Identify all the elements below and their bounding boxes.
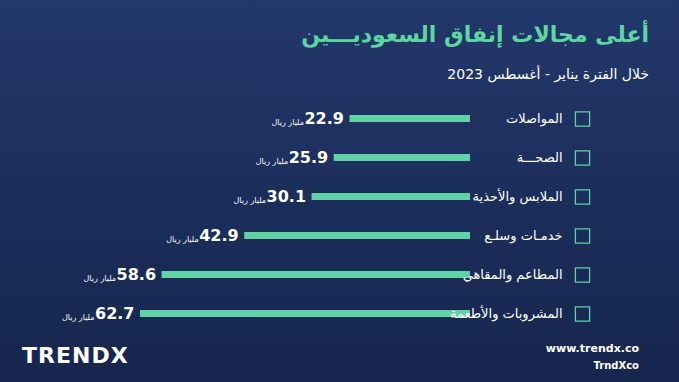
svg-text:مليار ريال: مليار ريال (271, 118, 304, 127)
svg-text:58.6: 58.6 (117, 265, 156, 284)
svg-text:30.1: 30.1 (267, 187, 306, 206)
svg-text:مليار ريال: مليار ريال (166, 235, 199, 244)
svg-text:الصحـــة: الصحـــة (517, 150, 563, 165)
svg-text:المشروبات والأطعمة: المشروبات والأطعمة (450, 305, 563, 322)
html-text:خلال الفترة يناير - أغسطس 2023: خلال الفترة يناير - أغسطس 2023 (447, 66, 649, 82)
svg-text:المطاعم والمقاهي: المطاعم والمقاهي (463, 267, 563, 283)
svg-text:المواصلات: المواصلات (506, 111, 562, 127)
html-text:TrndXco: TrndXco (593, 360, 639, 371)
svg-text:62.7: 62.7 (95, 304, 134, 323)
html-text:TRENDX: TRENDX (22, 343, 129, 368)
html-text:www.trendx.co: www.trendx.co (545, 342, 639, 355)
svg-text:الملابس والأحذية: الملابس والأحذية (473, 188, 563, 205)
svg-text:خدمـات وسلـع: خدمـات وسلـع (484, 228, 562, 244)
svg-text:22.9: 22.9 (304, 109, 343, 128)
svg-text:مليار ريال: مليار ريال (84, 274, 117, 283)
svg-text:42.9: 42.9 (199, 226, 238, 245)
svg-text:25.9: 25.9 (289, 148, 328, 167)
svg-text:مليار ريال: مليار ريال (256, 157, 289, 166)
svg-text:مليار ريال: مليار ريال (62, 313, 95, 322)
svg-text:مليار ريال: مليار ريال (234, 196, 267, 205)
html-text:أعلى مجالات إنفاق السعوديـــين: أعلى مجالات إنفاق السعوديـــين (301, 22, 649, 47)
